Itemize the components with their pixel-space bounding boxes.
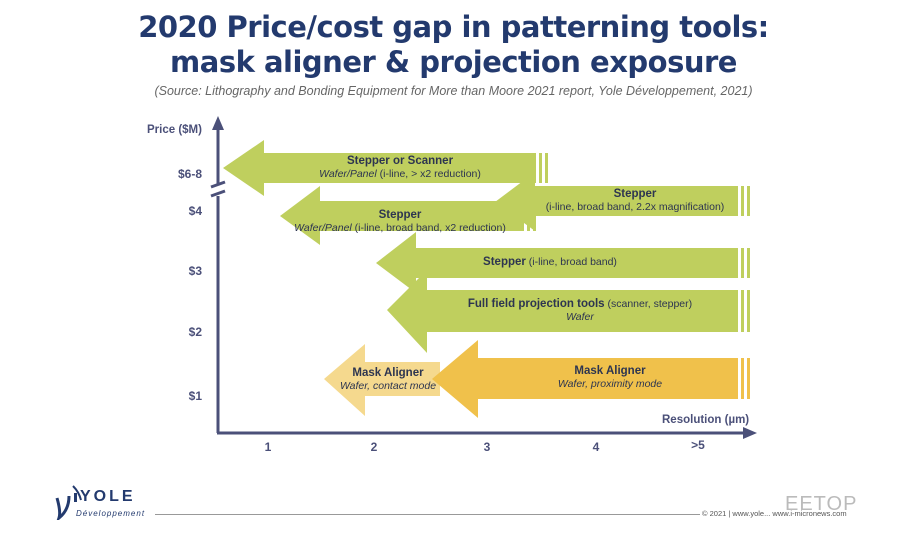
label-title: Mask Aligner (574, 365, 646, 377)
logo-name: YOLE (80, 488, 136, 505)
y-axis-title: Price ($M) (147, 124, 202, 136)
source-note: (Source: Lithography and Bonding Equipme… (154, 84, 753, 98)
label-mask-aligner-contact: Mask Aligner Wafer, contact mode (338, 367, 438, 393)
arrow-stepper-or-scanner (223, 140, 548, 196)
x-axis-arrowhead (743, 427, 757, 439)
arrow-stepper-broadband (376, 232, 750, 293)
y-axis-arrowhead (212, 116, 224, 130)
axis-break-mark-1 (210, 180, 226, 189)
label-title: Stepper (613, 188, 657, 200)
label-sub: (i-line, > x2 reduction) (376, 168, 481, 180)
label-sub-italic: Wafer (566, 311, 594, 323)
title-line-1: 2020 Price/cost gap in patterning tools: (138, 10, 769, 44)
x-tick-4: 4 (592, 440, 600, 454)
label-mask-aligner-proximity: Mask Aligner Wafer, proximity mode (520, 365, 700, 391)
label-title: Stepper or Scanner (346, 155, 454, 167)
label-title: Stepper (378, 209, 422, 221)
x-tick-2: 2 (370, 440, 378, 454)
arrow-stepper-wafer-panel (280, 186, 536, 245)
y-tick-4: $4 (188, 204, 202, 218)
arrow-mask-aligner-contact (324, 344, 440, 416)
label-sub-italic: Wafer, contact mode (339, 380, 437, 392)
label-sub: (i-line, broad band, 2.2x magnification) (545, 201, 725, 213)
label-stepper-wafer-panel: Stepper Wafer/Panel (i-line, broad band,… (282, 209, 518, 235)
title-line-2: mask aligner & projection exposure (170, 45, 737, 79)
label-stepper-magnification: Stepper (i-line, broad band, 2.2x magnif… (535, 188, 735, 214)
label-sub-italic: Wafer/Panel (319, 168, 377, 180)
yole-logo-icon (55, 485, 82, 520)
label-full-field: Full field projection tools (scanner, st… (430, 298, 730, 324)
x-tick-1: 1 (264, 440, 272, 454)
y-tick-1: $1 (188, 389, 202, 403)
label-title: Stepper (483, 256, 526, 268)
x-tick-3: 3 (483, 440, 491, 454)
label-stepper-or-scanner: Stepper or Scanner Wafer/Panel (i-line, … (270, 155, 530, 181)
label-sub: (i-line, broad band) (525, 256, 617, 268)
label-sub-italic: Wafer/Panel (294, 222, 352, 234)
axis-break-mark-2 (210, 189, 226, 198)
label-stepper-broadband: Stepper (i-line, broad band) (420, 256, 680, 269)
label-sub: (i-line, broad band, x2 reduction) (351, 222, 506, 234)
watermark: EETOP (785, 493, 858, 515)
copyright: © 2021 | www.yole... www.i-micronews.com (702, 509, 847, 518)
label-title: Full field projection tools (467, 298, 605, 310)
label-title: Mask Aligner (352, 367, 424, 379)
arrow-stepper-magnification (495, 172, 750, 231)
label-title-suffix: (scanner, stepper) (604, 298, 693, 310)
y-tick-2: $2 (188, 325, 202, 339)
x-tick-5plus: >5 (691, 438, 705, 452)
x-axis-title: Resolution (µm) (662, 414, 750, 426)
footer-divider (155, 514, 700, 515)
y-tick-6-8: $6-8 (177, 167, 202, 181)
y-tick-3: $3 (188, 264, 202, 278)
arrow-full-field (387, 270, 750, 353)
logo-subtitle: Développement (76, 509, 146, 518)
label-sub-italic: Wafer, proximity mode (557, 378, 663, 390)
arrow-mask-aligner-proximity (432, 340, 750, 418)
